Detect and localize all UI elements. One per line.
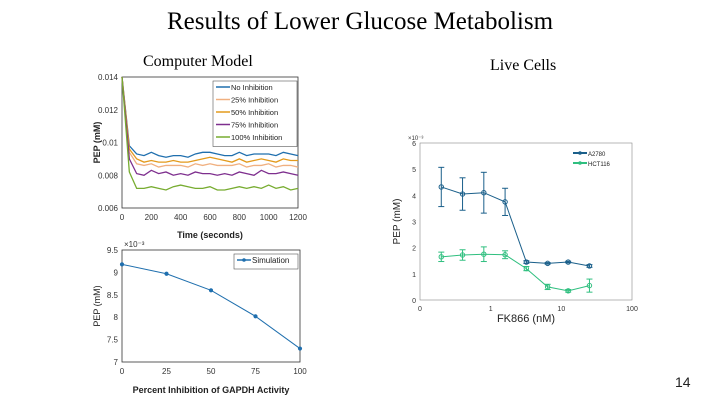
series-line-3 [121, 76, 299, 176]
data-point [586, 263, 593, 269]
legend-label: A2780 [588, 152, 606, 158]
series-line-1 [121, 76, 299, 168]
computer-model-heading: Computer Model [143, 53, 253, 70]
y-axis-label: PEP (mM) [92, 285, 102, 326]
legend-label: 50% Inhibition [231, 108, 278, 117]
data-point [208, 288, 214, 293]
legend-label: HCT116 [588, 162, 611, 168]
x-axis-label: Time (seconds) [177, 230, 243, 240]
x-tick-label: 1000 [260, 213, 278, 222]
x-tick-label: 200 [145, 213, 159, 222]
x-axis-label: FK866 (nM) [497, 313, 555, 325]
x-tick-label: 50 [207, 367, 216, 376]
legend-marker [578, 161, 582, 165]
legend-label: No Inhibition [231, 83, 273, 92]
x-tick-label: 0 [418, 306, 422, 313]
y-tick-label: 0.012 [98, 106, 119, 115]
x-axis-label: Percent Inhibition of GAPDH Activity [133, 385, 290, 395]
series-line-0 [441, 186, 590, 267]
data-point [544, 260, 551, 267]
y-tick-label: 8 [114, 313, 119, 322]
series-line-1 [441, 253, 590, 292]
series-line-2 [121, 76, 298, 163]
series-line-0 [121, 263, 301, 349]
y-tick-label: 6 [412, 141, 416, 148]
y-tick-label: 3 [412, 220, 416, 227]
x-tick-label: 1 [489, 306, 493, 313]
y-tick-label: 9 [114, 268, 119, 277]
legend-label: 75% Inhibition [231, 121, 278, 130]
y-tick-label: 8.5 [107, 291, 119, 300]
x-tick-label: 1200 [289, 213, 307, 222]
y-tick-label: 0.01 [102, 139, 118, 148]
y-tick-label: 1 [412, 272, 416, 279]
data-point [565, 288, 571, 294]
plot-frame-0 [121, 76, 299, 209]
legend-box [233, 253, 299, 270]
data-point [565, 259, 571, 265]
legend-label: 25% Inhibition [231, 96, 278, 105]
legend-label: 100% Inhibition [231, 133, 282, 142]
x-tick-label: 100 [293, 367, 307, 376]
plot-frame-2 [419, 142, 633, 301]
data-point [523, 259, 530, 265]
x-tick-label: 100 [626, 306, 638, 313]
x-tick-label: 25 [162, 367, 171, 376]
data-point [164, 271, 169, 276]
y-tick-label: 0.014 [98, 73, 119, 82]
y-tick-label: 7 [114, 358, 119, 367]
y-tick-label: 2 [412, 246, 416, 253]
data-point [253, 314, 258, 319]
y-tick-label: 0 [412, 298, 416, 305]
y-tick-label: 7.5 [107, 336, 119, 345]
y-axis-label: PEP (mM) [92, 122, 102, 164]
x-tick-label: 800 [233, 213, 247, 222]
legend-label: Simulation [252, 256, 289, 265]
x-tick-label: 0 [120, 367, 125, 376]
series-line-4 [121, 76, 299, 191]
y-axis-label: PEP (mM) [392, 199, 403, 245]
axis-exponent: ×10⁻³ [408, 136, 423, 142]
x-tick-label: 600 [203, 213, 217, 222]
page-number: 14 [675, 374, 691, 390]
y-tick-label: 9.5 [107, 246, 119, 255]
y-tick-label: 0.008 [98, 171, 119, 180]
y-tick-label: 5 [412, 167, 416, 174]
plot-frame-1 [121, 249, 301, 363]
y-tick-label: 0.006 [98, 204, 119, 213]
data-point [119, 262, 125, 267]
axis-exponent: ×10⁻³ [124, 240, 145, 249]
data-point [297, 346, 303, 351]
slide-title: Results of Lower Glucose Metabolism [166, 8, 554, 35]
x-tick-label: 400 [174, 213, 188, 222]
legend-box [212, 80, 298, 147]
y-tick-label: 4 [412, 193, 416, 200]
live-cells-heading: Live Cells [490, 57, 557, 74]
legend-marker [578, 151, 582, 155]
legend-marker [242, 258, 246, 262]
x-tick-label: 75 [251, 367, 260, 376]
x-tick-label: 0 [120, 213, 125, 222]
series-line-0 [121, 76, 299, 158]
x-tick-label: 10 [557, 306, 565, 313]
